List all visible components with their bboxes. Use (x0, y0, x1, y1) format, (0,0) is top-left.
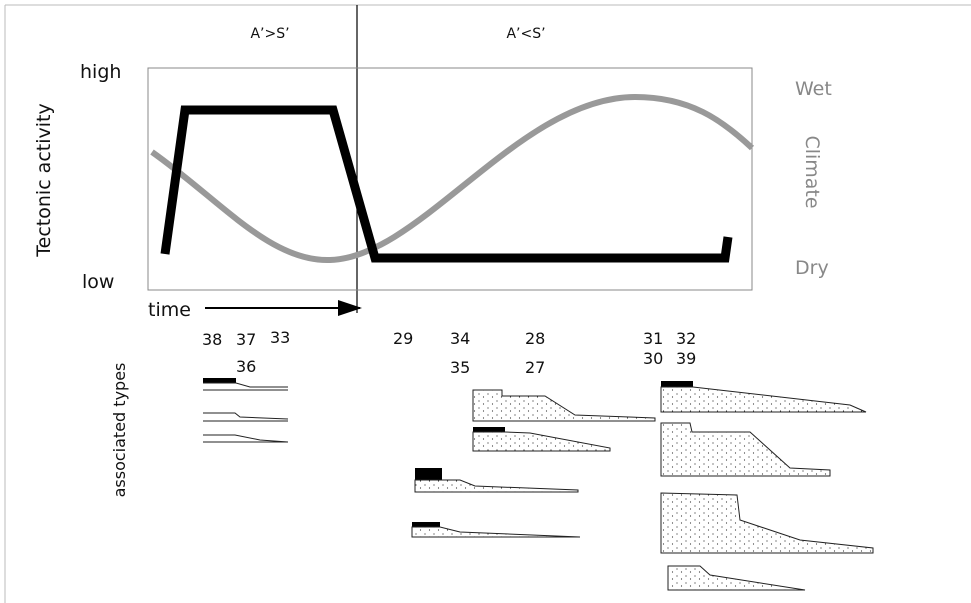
type-number: 33 (270, 328, 290, 347)
type-number: 37 (236, 330, 256, 349)
wet-label: Wet (795, 78, 832, 100)
climate-curve (150, 93, 755, 264)
type-number: 36 (236, 357, 256, 376)
time-label: time (148, 299, 191, 321)
low-label: low (82, 271, 114, 293)
type-number: 31 (643, 329, 663, 348)
phase-label: A’<S’ (506, 26, 545, 42)
type-number: 34 (450, 329, 470, 348)
phase-label: A’>S’ (250, 26, 289, 42)
type-number: 39 (676, 349, 696, 368)
plot-box (147, 67, 753, 291)
type-number: 27 (525, 358, 545, 377)
types-label: associated types (110, 363, 129, 498)
type-number: 32 (676, 329, 696, 348)
type-number: 28 (525, 329, 545, 348)
profile-sketches (203, 378, 874, 591)
type-number: 30 (643, 349, 663, 368)
type-number: 38 (202, 330, 222, 349)
y-axis-label: Tectonic activity (33, 103, 55, 257)
dry-label: Dry (795, 257, 829, 279)
type-number: 29 (393, 329, 413, 348)
tectonic-curve (160, 105, 733, 263)
type-number: 35 (450, 358, 470, 377)
climate-label: Climate (801, 135, 823, 208)
high-label: high (80, 61, 121, 83)
